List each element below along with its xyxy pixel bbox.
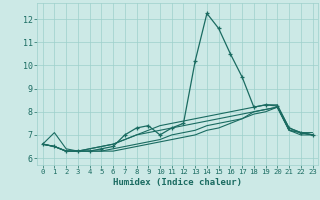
X-axis label: Humidex (Indice chaleur): Humidex (Indice chaleur) — [113, 178, 242, 187]
